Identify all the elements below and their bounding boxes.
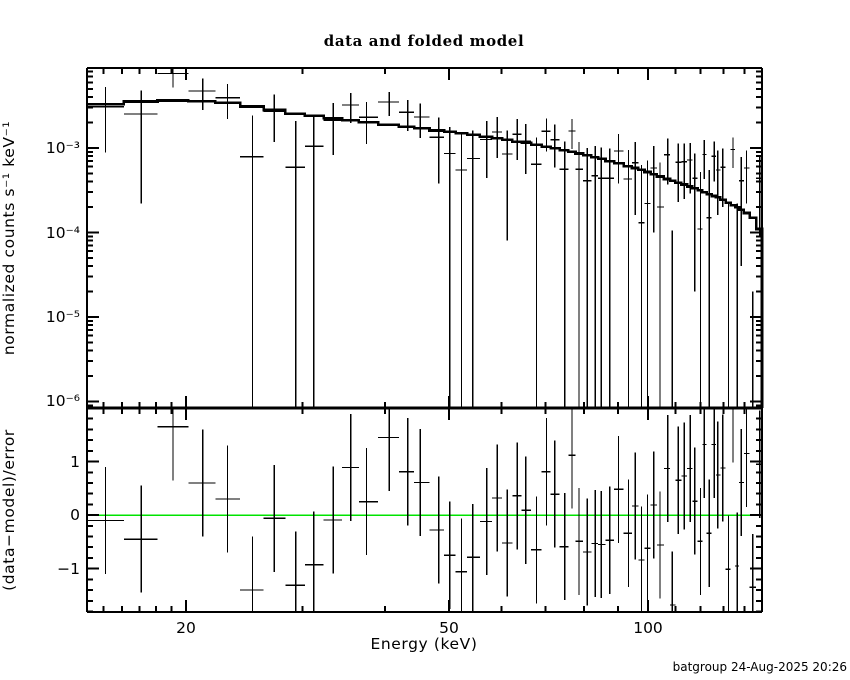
x-tick-label-100: 100 [633,619,663,637]
y-tick-label-1e-4: 10⁻⁴ [46,224,80,242]
timestamp: batgroup 24-Aug-2025 20:26 [673,660,847,674]
residual-tick-label-0: 0 [70,506,80,524]
plot-title: data and folded model [324,32,525,50]
axis-ticks [87,68,762,613]
residual-data-points [87,408,762,612]
residual-tick-label-plus1: 1 [70,453,80,471]
y-tick-label-1e-5: 10⁻⁵ [46,308,80,326]
y-tick-label-1e-6: 10⁻⁶ [46,392,80,410]
residual-tick-label-minus1: −1 [57,560,80,578]
x-axis-label: Energy (keV) [370,635,477,653]
y-tick-label-1e-3: 10⁻³ [46,139,80,157]
x-tick-label-20: 20 [176,619,196,637]
top-y-axis-label: normalized counts s⁻¹ keV⁻¹ [0,121,18,355]
spectrum-data-points [87,68,762,408]
plot-geometry [86,67,764,613]
bottom-y-axis-label: (data−model)/error [0,429,18,591]
x-tick-label-50: 50 [439,619,459,637]
model-line [87,99,764,408]
axes-frame [86,67,763,613]
